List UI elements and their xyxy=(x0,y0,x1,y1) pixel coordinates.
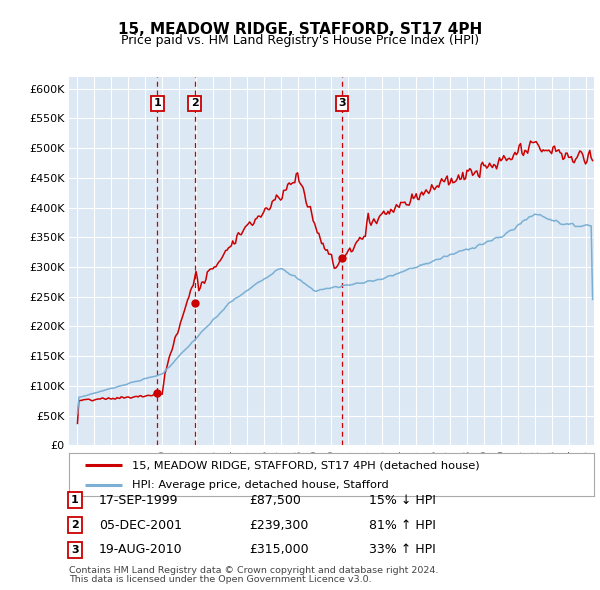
Text: Contains HM Land Registry data © Crown copyright and database right 2024.: Contains HM Land Registry data © Crown c… xyxy=(69,566,439,575)
Text: 15, MEADOW RIDGE, STAFFORD, ST17 4PH (detached house): 15, MEADOW RIDGE, STAFFORD, ST17 4PH (de… xyxy=(132,460,479,470)
Text: 2: 2 xyxy=(191,99,199,109)
Text: 3: 3 xyxy=(71,545,79,555)
Text: HPI: Average price, detached house, Stafford: HPI: Average price, detached house, Staf… xyxy=(132,480,389,490)
Text: This data is licensed under the Open Government Licence v3.0.: This data is licensed under the Open Gov… xyxy=(69,575,371,584)
Text: 2: 2 xyxy=(71,520,79,530)
Text: 1: 1 xyxy=(71,496,79,505)
Text: 81% ↑ HPI: 81% ↑ HPI xyxy=(369,519,436,532)
Text: 1: 1 xyxy=(154,99,161,109)
Text: 3: 3 xyxy=(338,99,346,109)
Text: £315,000: £315,000 xyxy=(249,543,308,556)
Text: 15, MEADOW RIDGE, STAFFORD, ST17 4PH: 15, MEADOW RIDGE, STAFFORD, ST17 4PH xyxy=(118,22,482,37)
Text: 15% ↓ HPI: 15% ↓ HPI xyxy=(369,494,436,507)
Text: 17-SEP-1999: 17-SEP-1999 xyxy=(99,494,179,507)
Text: £87,500: £87,500 xyxy=(249,494,301,507)
Text: 19-AUG-2010: 19-AUG-2010 xyxy=(99,543,182,556)
Text: Price paid vs. HM Land Registry's House Price Index (HPI): Price paid vs. HM Land Registry's House … xyxy=(121,34,479,47)
Text: £239,300: £239,300 xyxy=(249,519,308,532)
Text: 05-DEC-2001: 05-DEC-2001 xyxy=(99,519,182,532)
Text: 33% ↑ HPI: 33% ↑ HPI xyxy=(369,543,436,556)
